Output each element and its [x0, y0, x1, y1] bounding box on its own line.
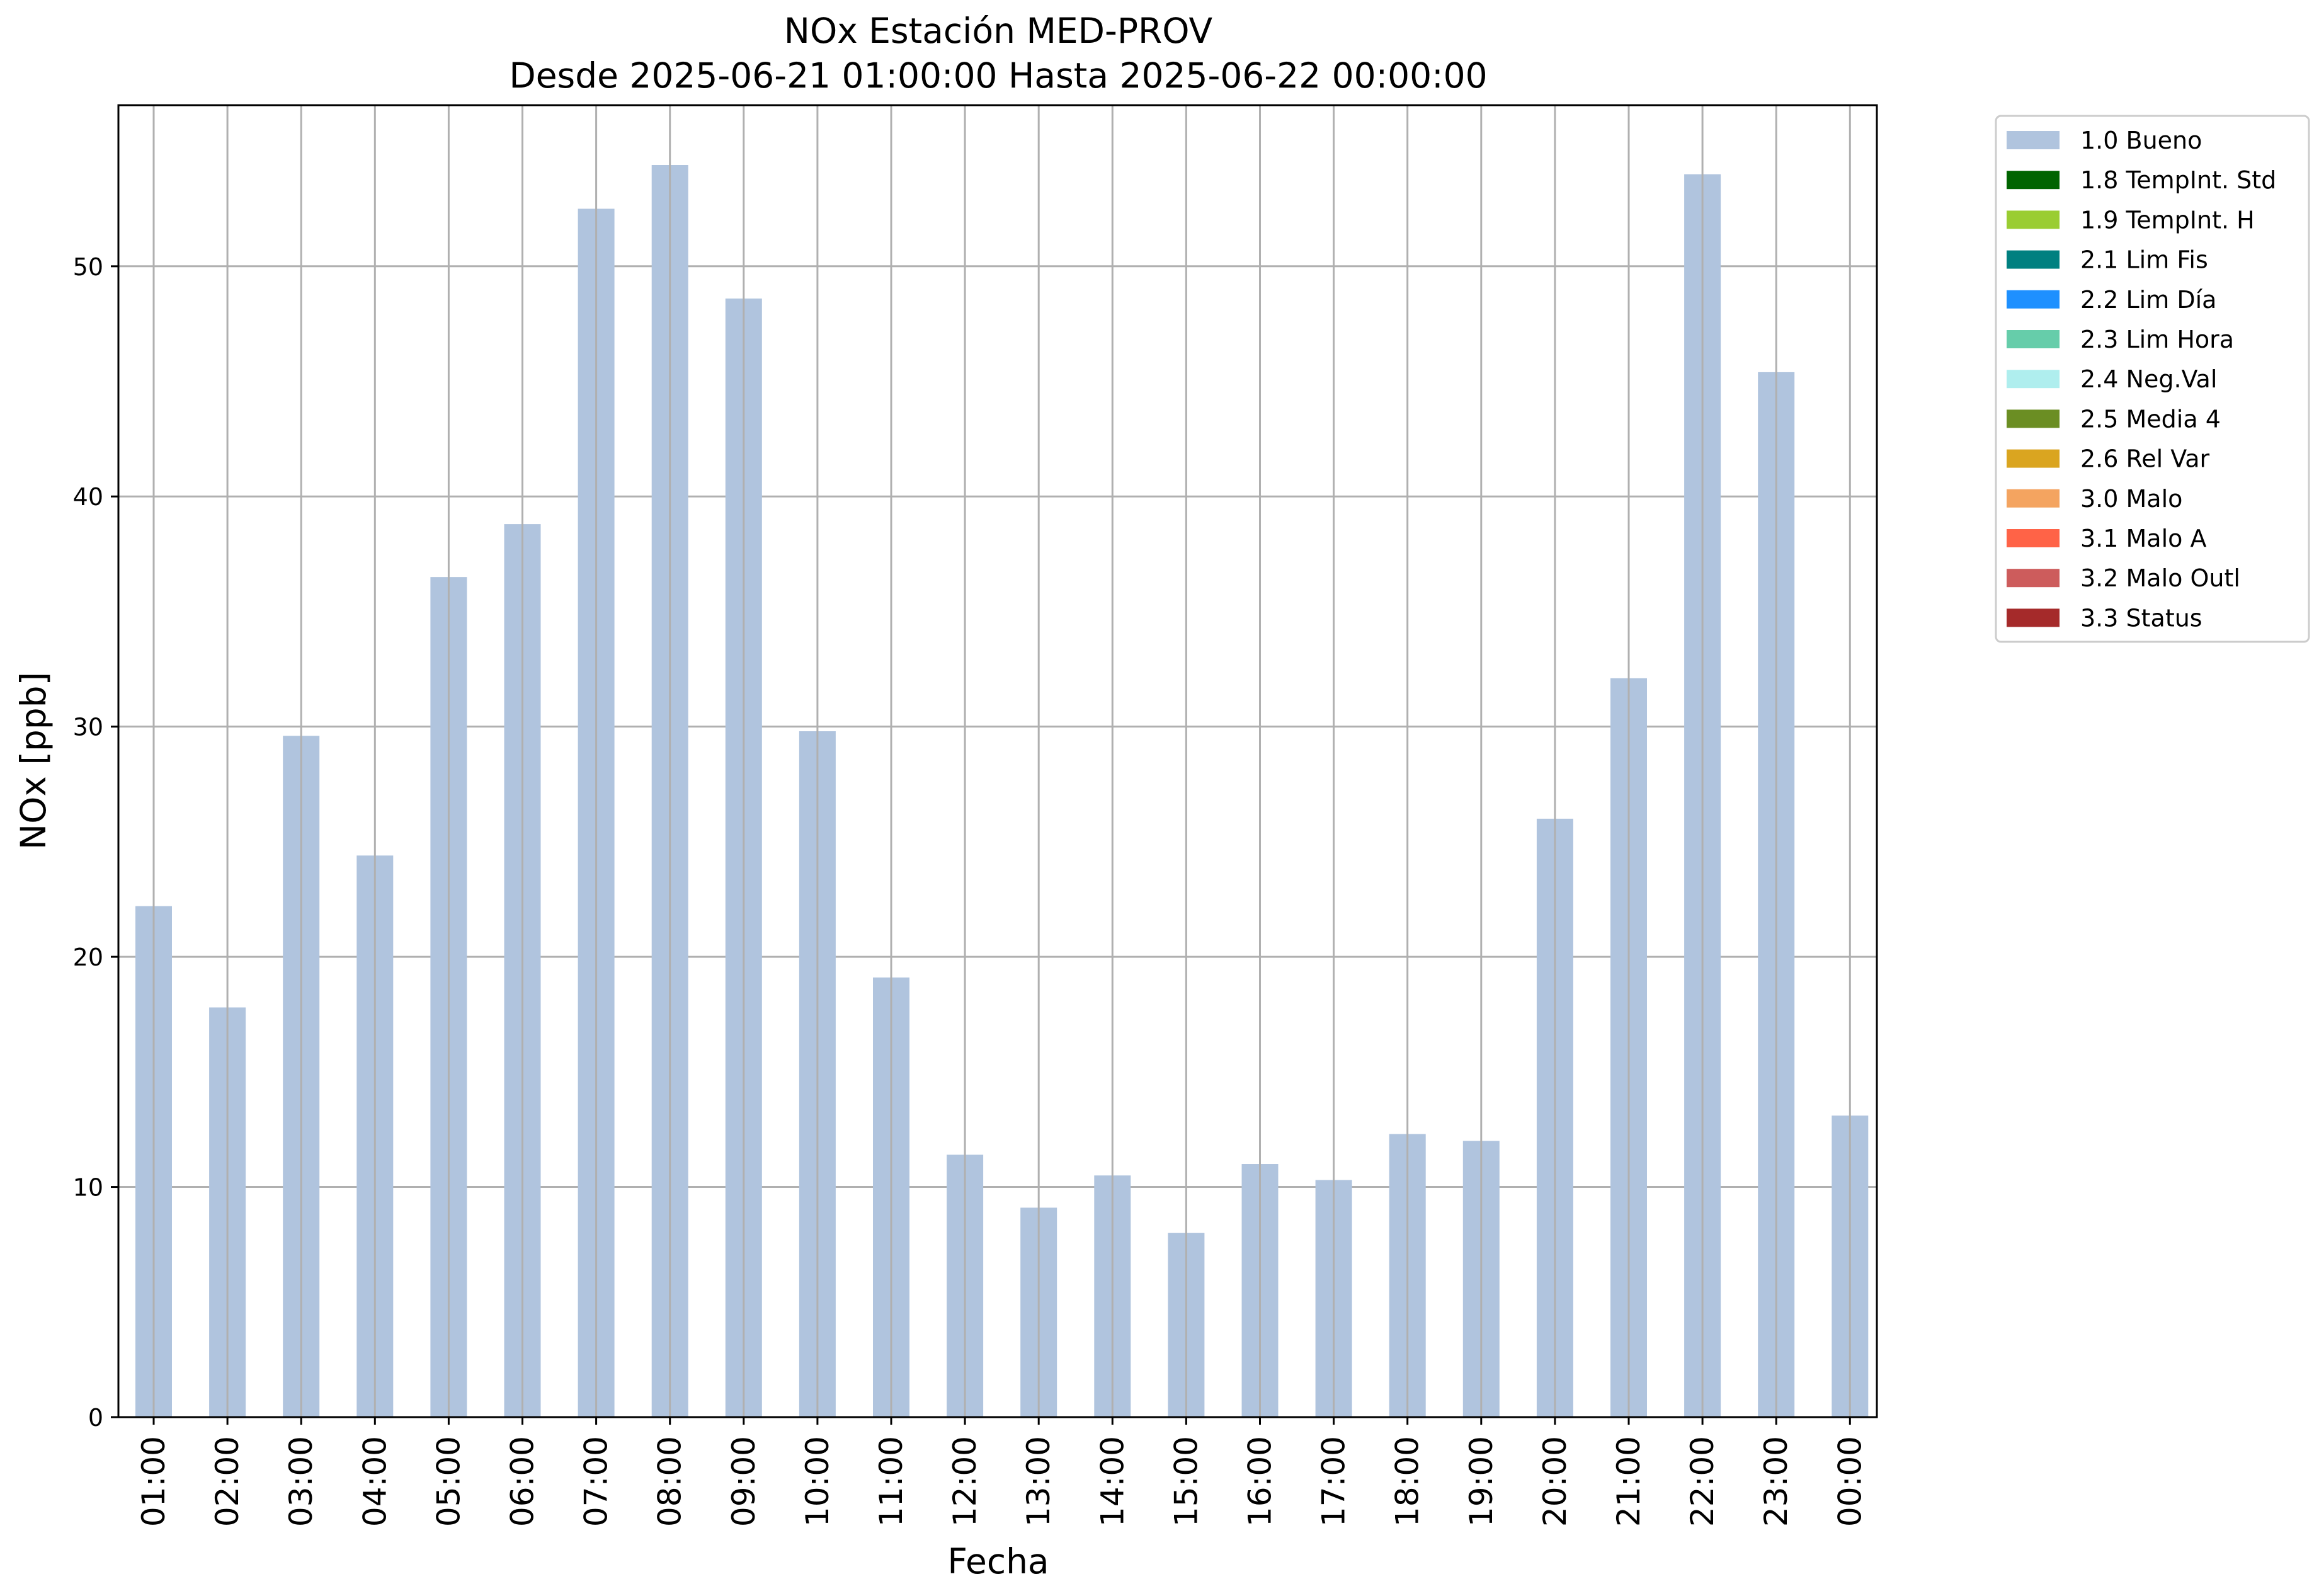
x-tick-label: 16:00 — [1242, 1436, 1279, 1527]
x-tick-label: 10:00 — [799, 1436, 836, 1527]
x-tick-label: 06:00 — [504, 1436, 541, 1527]
x-tick-label: 05:00 — [430, 1436, 467, 1527]
legend-label: 3.2 Malo Outl — [2080, 564, 2240, 592]
legend-swatch — [2007, 449, 2060, 468]
legend-label: 2.6 Rel Var — [2080, 445, 2210, 473]
y-axis-label: NOx [ppb] — [13, 672, 54, 850]
y-tick-label: 0 — [88, 1404, 103, 1432]
y-axis-ticks: 0 10 20 30 40 50 — [73, 253, 118, 1432]
legend-label: 2.3 Lim Hora — [2080, 326, 2234, 353]
legend-swatch — [2007, 409, 2060, 428]
y-tick-label: 30 — [73, 714, 103, 741]
x-tick-label: 00:00 — [1832, 1436, 1868, 1527]
legend-frame — [1995, 115, 2310, 643]
x-tick-label: 11:00 — [873, 1436, 909, 1527]
legend-label: 1.8 TempInt. Std — [2080, 166, 2276, 194]
vertical-grid-lines — [152, 105, 1851, 1417]
y-tick-label: 50 — [73, 253, 103, 281]
legend-swatch — [2007, 489, 2060, 508]
x-tick-label: 08:00 — [652, 1436, 688, 1527]
y-tick-label: 10 — [73, 1174, 103, 1202]
legend: 1.0 Bueno 1.8 TempInt. Std 1.9 TempInt. H 2… — [1995, 115, 2310, 643]
x-tick-label: 03:00 — [283, 1436, 319, 1527]
chart-title-line2: Desde 2025-06-21 01:00:00 Hasta 2025-06-… — [509, 55, 1487, 96]
legend-swatch — [2007, 608, 2060, 627]
x-tick-label: 12:00 — [947, 1436, 983, 1527]
y-tick-label: 20 — [73, 943, 103, 971]
legend-label: 3.1 Malo A — [2080, 525, 2206, 552]
legend-label: 2.1 Lim Fis — [2080, 246, 2208, 274]
legend-swatch — [2007, 171, 2060, 190]
x-tick-label: 19:00 — [1463, 1436, 1500, 1527]
legend-label: 2.4 Neg.Val — [2080, 365, 2217, 393]
chart-title-line1: NOx Estación MED-PROV — [784, 11, 1213, 51]
legend-swatch — [2007, 131, 2060, 149]
legend-swatch — [2007, 569, 2060, 588]
x-tick-label: 02:00 — [209, 1436, 246, 1527]
x-tick-label: 17:00 — [1316, 1436, 1352, 1527]
x-tick-label: 09:00 — [726, 1436, 762, 1527]
x-tick-label: 04:00 — [356, 1436, 393, 1527]
x-axis-label: Fecha — [947, 1541, 1049, 1582]
x-tick-label: 21:00 — [1610, 1436, 1647, 1527]
x-tick-label: 20:00 — [1537, 1436, 1573, 1527]
legend-swatch — [2007, 250, 2060, 269]
legend-label: 1.9 TempInt. H — [2080, 206, 2255, 234]
legend-label: 3.0 Malo — [2080, 485, 2182, 513]
x-tick-label: 15:00 — [1168, 1436, 1204, 1527]
x-tick-label: 14:00 — [1094, 1436, 1131, 1527]
x-tick-label: 23:00 — [1758, 1436, 1794, 1527]
x-tick-label: 13:00 — [1020, 1436, 1057, 1527]
legend-label: 3.3 Status — [2080, 604, 2202, 632]
x-tick-label: 22:00 — [1684, 1436, 1721, 1527]
legend-swatch — [2007, 370, 2060, 389]
x-tick-label: 01:00 — [135, 1436, 172, 1527]
legend-swatch — [2007, 290, 2060, 309]
y-tick-label: 40 — [73, 483, 103, 511]
legend-label: 2.5 Media 4 — [2080, 405, 2221, 433]
legend-items: 1.0 Bueno 1.8 TempInt. Std 1.9 TempInt. H 2… — [2007, 127, 2276, 632]
legend-label: 1.0 Bueno — [2080, 127, 2202, 154]
x-tick-label: 18:00 — [1389, 1436, 1426, 1527]
x-axis-ticks: 01:00 02:00 03:00 04:00 05:00 06:00 07:00 08:00… — [135, 1417, 1868, 1527]
legend-swatch — [2007, 330, 2060, 348]
plot-area-frame — [117, 104, 1878, 1418]
bars — [135, 165, 1869, 1418]
x-tick-label: 07:00 — [578, 1436, 615, 1527]
legend-swatch — [2007, 529, 2060, 547]
legend-swatch — [2007, 210, 2060, 229]
legend-label: 2.2 Lim Día — [2080, 286, 2216, 314]
